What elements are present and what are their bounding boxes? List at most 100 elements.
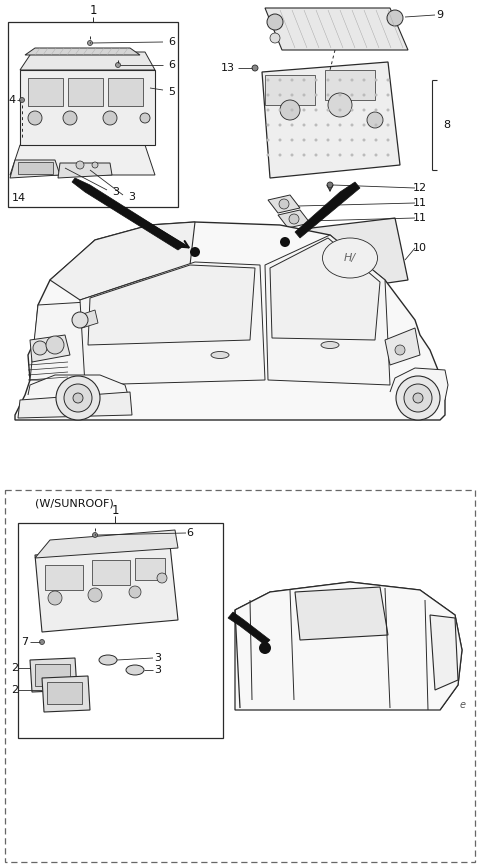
- Circle shape: [46, 336, 64, 354]
- Circle shape: [374, 153, 377, 157]
- Text: H/: H/: [344, 253, 356, 263]
- Circle shape: [386, 139, 389, 141]
- Circle shape: [252, 65, 258, 71]
- Polygon shape: [25, 48, 140, 55]
- Circle shape: [328, 93, 352, 117]
- Text: 11: 11: [413, 198, 427, 208]
- Polygon shape: [88, 265, 255, 345]
- Polygon shape: [58, 163, 112, 178]
- Bar: [45, 565, 83, 590]
- Polygon shape: [42, 676, 90, 712]
- Circle shape: [314, 124, 317, 126]
- Circle shape: [140, 113, 150, 123]
- Circle shape: [302, 139, 305, 141]
- Circle shape: [338, 79, 341, 81]
- Circle shape: [87, 41, 93, 46]
- Circle shape: [326, 153, 329, 157]
- Circle shape: [267, 14, 283, 30]
- Circle shape: [350, 139, 353, 141]
- Circle shape: [386, 124, 389, 126]
- Circle shape: [72, 312, 88, 328]
- Text: e: e: [460, 700, 466, 710]
- Circle shape: [338, 108, 341, 112]
- Circle shape: [266, 153, 269, 157]
- Circle shape: [28, 111, 42, 125]
- Polygon shape: [295, 218, 408, 295]
- Circle shape: [278, 139, 281, 141]
- Circle shape: [278, 79, 281, 81]
- Circle shape: [314, 139, 317, 141]
- Polygon shape: [35, 530, 178, 558]
- Polygon shape: [15, 222, 445, 420]
- Bar: [18, 162, 53, 174]
- Circle shape: [129, 586, 141, 598]
- Circle shape: [314, 108, 317, 112]
- Circle shape: [326, 108, 329, 112]
- Bar: [28, 78, 63, 106]
- Circle shape: [48, 591, 62, 605]
- Circle shape: [289, 214, 299, 224]
- Text: 3: 3: [112, 187, 119, 197]
- Polygon shape: [385, 328, 420, 365]
- Text: 6: 6: [168, 60, 175, 70]
- Polygon shape: [268, 195, 300, 213]
- Circle shape: [326, 139, 329, 141]
- Text: 1: 1: [89, 4, 97, 17]
- Polygon shape: [80, 262, 265, 385]
- Circle shape: [302, 108, 305, 112]
- Circle shape: [367, 112, 383, 128]
- Ellipse shape: [321, 341, 339, 348]
- Polygon shape: [20, 52, 155, 70]
- Circle shape: [190, 247, 200, 257]
- Polygon shape: [50, 222, 195, 300]
- Circle shape: [290, 153, 293, 157]
- Circle shape: [314, 153, 317, 157]
- Circle shape: [73, 393, 83, 403]
- Circle shape: [279, 199, 289, 209]
- Circle shape: [396, 376, 440, 420]
- Polygon shape: [228, 612, 270, 645]
- Circle shape: [326, 79, 329, 81]
- Circle shape: [362, 108, 365, 112]
- Circle shape: [338, 124, 341, 126]
- Bar: [325, 70, 375, 100]
- Circle shape: [362, 139, 365, 141]
- Circle shape: [302, 79, 305, 81]
- Circle shape: [270, 33, 280, 43]
- Circle shape: [374, 124, 377, 126]
- Circle shape: [88, 588, 102, 602]
- Polygon shape: [278, 210, 310, 228]
- Circle shape: [386, 79, 389, 81]
- Circle shape: [92, 162, 98, 168]
- Circle shape: [266, 79, 269, 81]
- Circle shape: [374, 94, 377, 96]
- Text: 3: 3: [128, 192, 135, 202]
- Circle shape: [350, 79, 353, 81]
- Circle shape: [259, 642, 271, 654]
- Text: 9: 9: [436, 10, 444, 20]
- Text: 3: 3: [155, 653, 161, 663]
- Circle shape: [56, 376, 100, 420]
- Circle shape: [39, 639, 45, 644]
- Polygon shape: [270, 238, 380, 340]
- Text: 4: 4: [9, 95, 15, 105]
- Circle shape: [350, 153, 353, 157]
- Text: 3: 3: [155, 665, 161, 675]
- Text: 13: 13: [221, 63, 235, 73]
- Circle shape: [266, 139, 269, 141]
- Circle shape: [362, 79, 365, 81]
- Circle shape: [387, 10, 403, 26]
- Circle shape: [33, 341, 47, 355]
- Text: 8: 8: [444, 120, 451, 130]
- Polygon shape: [20, 70, 155, 145]
- Circle shape: [350, 124, 353, 126]
- Circle shape: [302, 124, 305, 126]
- Ellipse shape: [323, 238, 377, 278]
- Polygon shape: [265, 8, 408, 50]
- Polygon shape: [430, 615, 458, 690]
- Text: 6: 6: [168, 37, 175, 47]
- Circle shape: [278, 108, 281, 112]
- Circle shape: [64, 384, 92, 412]
- Circle shape: [362, 124, 365, 126]
- Circle shape: [314, 79, 317, 81]
